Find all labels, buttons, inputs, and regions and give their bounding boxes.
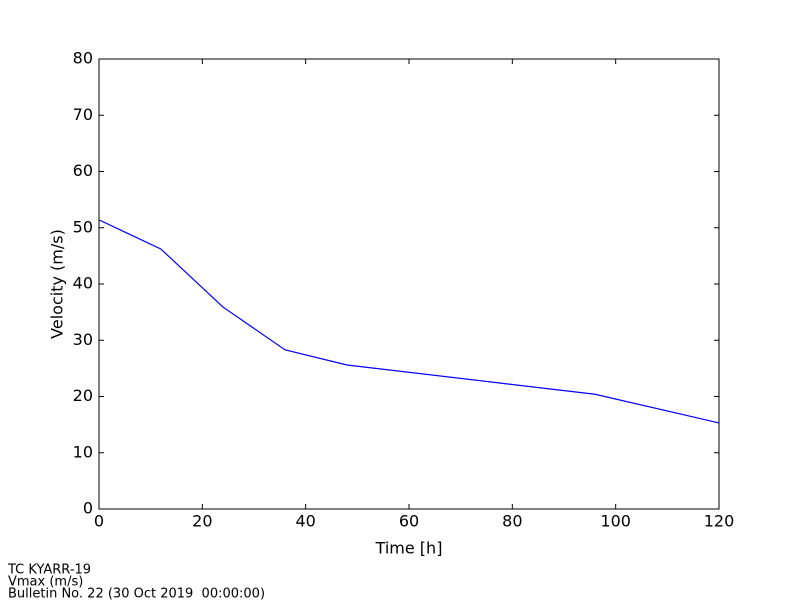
x-tick-label: 20: [192, 512, 212, 531]
x-tick-label: 40: [295, 512, 315, 531]
plot-frame: [98, 58, 720, 510]
y-tick-label: 80: [73, 49, 93, 68]
y-tick-label: 60: [73, 161, 93, 180]
annotation: Vmax (m/s): [8, 575, 83, 590]
y-tick-label: 40: [73, 274, 93, 293]
x-tick-label: 60: [399, 512, 419, 531]
annotation: Bulletin No. 22 (30 Oct 2019 00:00:00): [8, 587, 265, 600]
y-tick-label: 30: [73, 330, 93, 349]
y-tick-label: 10: [73, 442, 93, 461]
x-axis-label: Time [h]: [375, 539, 443, 558]
y-axis-label: Velocity (m/s): [48, 229, 67, 339]
x-tick-label: 80: [502, 512, 522, 531]
y-tick-label: 50: [73, 217, 93, 236]
y-tick-label: 0: [83, 499, 93, 518]
x-tick-label: 0: [94, 512, 104, 531]
y-tick-label: 20: [73, 386, 93, 405]
x-tick-label: 100: [600, 512, 631, 531]
data-line: [98, 219, 720, 424]
y-tick-label: 70: [73, 105, 93, 124]
x-tick-label: 120: [704, 512, 735, 531]
annotation: TC KYARR-19: [7, 563, 91, 578]
